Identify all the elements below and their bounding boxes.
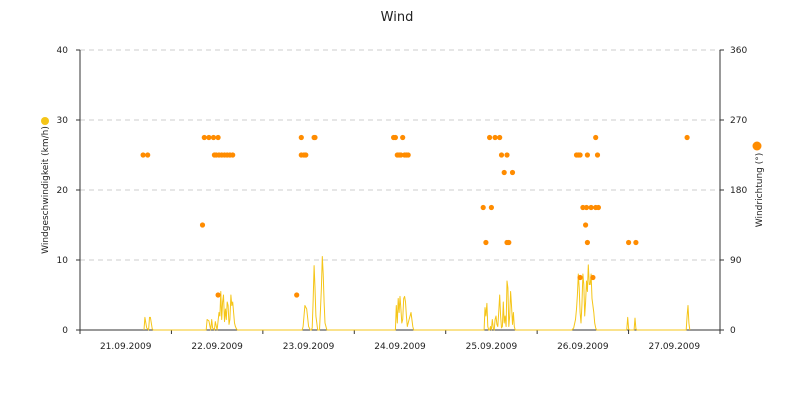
speed-series	[143, 256, 691, 331]
left-tick-label: 10	[57, 256, 69, 266]
direction-point	[483, 239, 489, 246]
direction-point	[577, 152, 583, 158]
direction-point	[583, 204, 590, 211]
direction-point	[487, 134, 493, 141]
speed-legend-marker	[41, 117, 49, 125]
direction-point	[584, 152, 591, 158]
direction-point	[577, 274, 583, 281]
direction-point	[140, 152, 146, 158]
left-tick-label: 40	[57, 46, 69, 56]
direction-point	[199, 222, 206, 228]
right-tick-label: 180	[730, 186, 747, 196]
direction-point	[488, 204, 494, 211]
direction-point	[392, 134, 398, 141]
direction-series	[140, 134, 690, 298]
x-axis-ticks: 21.09.2009 22.09.2009 23.09.2009 24.09.2009…	[79, 330, 721, 352]
right-tick-label: 0	[730, 326, 736, 336]
chart-title: Wind	[381, 10, 414, 25]
direction-point	[312, 134, 318, 141]
x-tick-label: 22.09.2009	[191, 342, 243, 352]
left-tick-label: 20	[57, 186, 69, 196]
direction-point	[594, 152, 601, 158]
direction-point	[509, 169, 516, 176]
x-tick-label: 21.09.2009	[100, 342, 152, 352]
direction-point	[633, 239, 639, 246]
direction-point	[400, 134, 406, 141]
direction-point	[303, 152, 309, 158]
direction-point	[145, 152, 151, 158]
direction-point	[498, 152, 505, 158]
direction-legend-marker	[752, 141, 762, 151]
direction-point	[626, 239, 632, 246]
right-tick-label: 270	[730, 116, 747, 126]
direction-point	[504, 152, 510, 158]
speed-line	[143, 256, 691, 331]
direction-point	[215, 134, 221, 141]
direction-point	[684, 134, 690, 141]
direction-point	[580, 204, 586, 211]
direction-point	[501, 169, 507, 176]
direction-point	[583, 222, 589, 228]
right-y-axis-ticks: 0 90 180 270 360	[720, 46, 747, 336]
direction-point	[215, 292, 221, 298]
x-tick-label: 26.09.2009	[557, 342, 609, 352]
direction-point	[201, 134, 207, 141]
direction-point	[584, 239, 591, 246]
left-y-axis-label: Windgeschwindigkeit (km/h)	[41, 126, 51, 254]
direction-point	[480, 204, 486, 211]
left-y-axis-ticks: 0 10 20 30 40	[57, 46, 80, 336]
right-y-axis-label: Windrichtung (°)	[755, 153, 765, 228]
direction-point	[506, 239, 512, 246]
direction-point	[593, 134, 599, 141]
direction-point	[497, 134, 503, 141]
direction-point	[588, 204, 594, 211]
x-tick-label: 27.09.2009	[649, 342, 701, 352]
direction-point	[206, 134, 212, 141]
direction-point	[492, 134, 498, 141]
x-tick-label: 24.09.2009	[374, 342, 426, 352]
right-tick-label: 90	[730, 256, 742, 266]
x-tick-label: 25.09.2009	[466, 342, 518, 352]
right-tick-label: 360	[730, 46, 747, 56]
direction-point	[590, 274, 596, 281]
direction-point	[398, 152, 404, 158]
direction-point	[595, 204, 602, 211]
left-tick-label: 0	[62, 326, 68, 336]
direction-point	[294, 292, 300, 298]
left-tick-label: 30	[57, 116, 69, 126]
direction-point	[405, 152, 411, 158]
grid-lines	[80, 49, 720, 261]
direction-point	[298, 134, 304, 141]
direction-point	[230, 152, 236, 158]
direction-point	[210, 134, 217, 141]
x-tick-label: 23.09.2009	[283, 342, 335, 352]
